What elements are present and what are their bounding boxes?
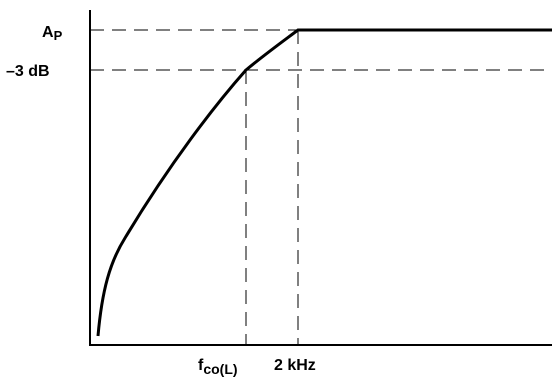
- fco-label-sub: co(L): [203, 361, 237, 377]
- ap-label-main: A: [42, 24, 54, 41]
- f2khz-label: 2 kHz: [274, 357, 316, 374]
- ap-label: AP: [42, 24, 63, 43]
- minus3db-label: –3 dB: [6, 63, 50, 80]
- fco-label-main: f: [198, 357, 204, 374]
- ap-label-sub: P: [54, 28, 63, 43]
- fco-label: fco(L): [198, 357, 238, 377]
- frequency-response-curve: [96, 28, 552, 337]
